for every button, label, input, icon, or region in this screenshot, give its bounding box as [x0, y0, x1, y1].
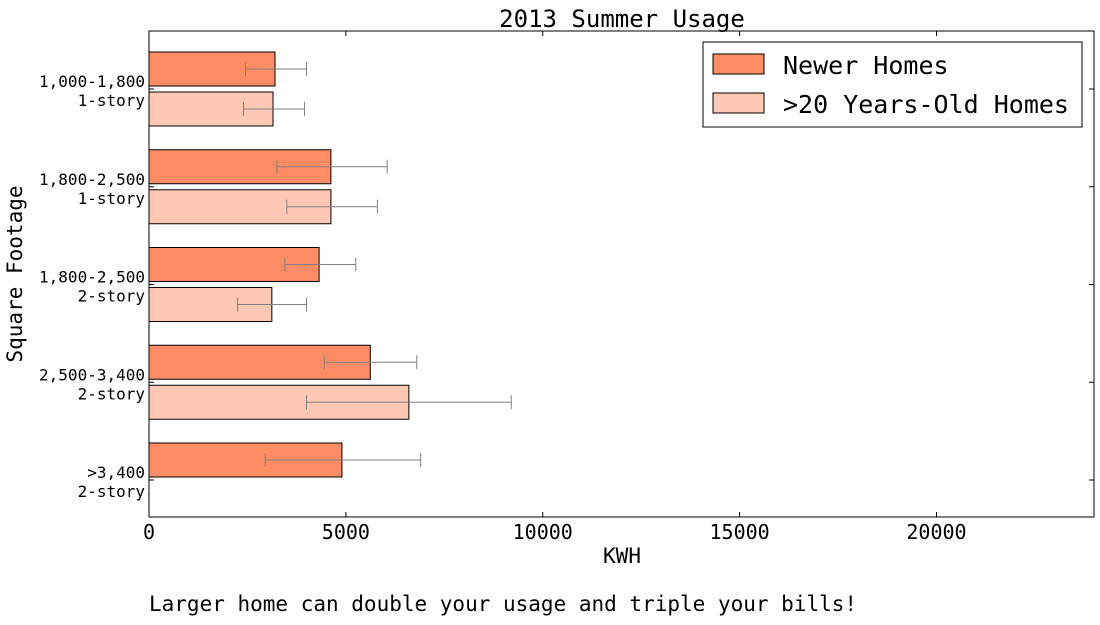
chart-title: 2013 Summer Usage — [499, 5, 745, 33]
y-axis-label: Square Footage — [3, 185, 27, 362]
error-bar-newer-homes-5 — [264, 453, 422, 467]
error-bar-20-years-old-homes-4 — [306, 395, 512, 410]
y-tick-label-line2: 2-story — [78, 482, 146, 501]
legend: Newer Homes >20 Years-Old Homes — [702, 41, 1083, 128]
legend-label-2: >20 Years-Old Homes — [783, 90, 1069, 119]
error-bar-newer-homes-3 — [284, 257, 357, 272]
error-bar-20-years-old-homes-2 — [286, 199, 378, 214]
error-bar-newer-homes-1 — [244, 62, 307, 76]
bar-chart: 2013 Summer Usage KWH Square Footage 0 50… — [3, 5, 1095, 568]
error-bar-newer-homes-4 — [323, 355, 418, 370]
y-tick-label-line1: 1,000-1,800 — [39, 72, 145, 91]
y-tick-label-line2: 1-story — [78, 189, 146, 208]
error-bar-newer-homes-2 — [276, 159, 388, 174]
x-tick-label: 20000 — [906, 520, 966, 544]
y-tick-label-line1: 1,800-2,500 — [39, 268, 145, 287]
x-tick-label: 15000 — [710, 520, 770, 544]
legend-label-1: Newer Homes — [783, 51, 949, 80]
y-tick-label-line1: >3,400 — [87, 463, 145, 482]
error-bar-20-years-old-homes-3 — [237, 297, 307, 312]
legend-frame — [702, 41, 1083, 128]
legend-swatch-2 — [712, 92, 765, 114]
y-tick-label-line1: 2,500-3,400 — [39, 365, 145, 384]
plot-area: 0 5000 10000 15000 200001,000-1,8001-story1,… — [39, 30, 1095, 544]
y-tick-label-line2: 2-story — [78, 287, 146, 306]
x-tick-label: 5000 — [322, 520, 370, 544]
legend-swatch-1 — [712, 53, 765, 75]
caption-text: Larger home can double your usage and tr… — [149, 592, 858, 616]
y-tick-label-line2: 2-story — [78, 384, 146, 403]
x-tick-label: 0 — [143, 520, 155, 544]
y-tick-label-line1: 1,800-2,500 — [39, 170, 145, 189]
x-axis-label: KWH — [603, 544, 641, 568]
x-tick-label: 10000 — [513, 520, 573, 544]
y-tick-label-line2: 1-story — [78, 91, 146, 110]
error-bar-20-years-old-homes-1 — [243, 102, 306, 116]
